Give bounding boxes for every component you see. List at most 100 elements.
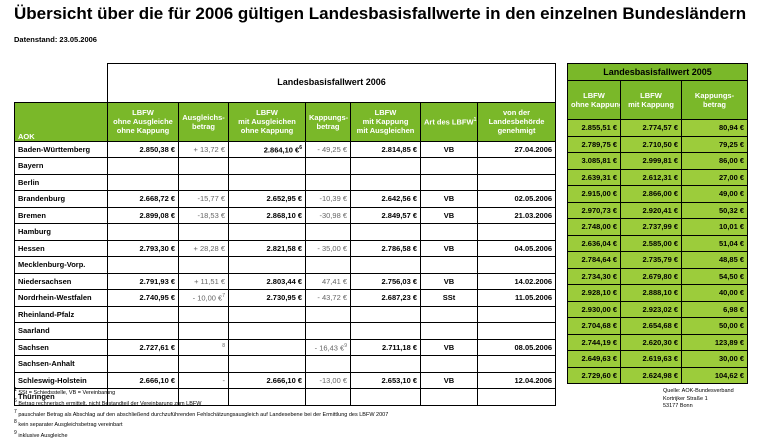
cell-text: 54,50 € (718, 271, 745, 281)
cell: 104,62 € (680, 366, 749, 384)
cell (107, 256, 179, 274)
data-row: 2.915,00 € 2.866,00 € 49,00 € (567, 185, 749, 203)
cell (228, 173, 306, 191)
cell-text: 2.740,95 € (139, 293, 175, 303)
header-line: mit Kappung (362, 117, 409, 126)
cell-text: 2.653,10 € (381, 375, 417, 385)
cell-text: 2.654,68 € (642, 321, 678, 331)
cell (178, 157, 229, 175)
header-line: mit Ausgleichen (238, 117, 296, 126)
cell-text: 2.923,02 € (642, 304, 678, 314)
cell-text: 2.850,38 € (139, 144, 175, 154)
cell (107, 173, 179, 191)
cell (228, 157, 306, 175)
header-line: von der (502, 108, 531, 117)
cell-text: 47,41 € (321, 276, 347, 286)
cell (178, 173, 229, 191)
cell-text: -13,00 € (319, 375, 347, 385)
header-line: mit Ausgleichen (356, 126, 415, 135)
cell-text: SSt (442, 293, 456, 303)
cell (305, 256, 351, 274)
cell: 11.05.2006 (476, 289, 557, 307)
cell: 2.850,38 € (107, 140, 179, 158)
cell: 2.999,81 € (620, 152, 682, 170)
cell-text: 2.624,98 € (642, 370, 678, 380)
footnote-text: kein separater Ausgleichsbetrag vereinba… (18, 422, 123, 429)
cell: VB (420, 140, 478, 158)
cell-text: 123,89 € (714, 337, 745, 347)
cell-text: 50,00 € (718, 321, 745, 331)
footnote-mark: 9 (344, 342, 347, 349)
cell-text: 2.793,30 € (139, 243, 175, 253)
cell-text: 21.03.2006 (514, 210, 553, 220)
header-row: LBFW ohne Kappung LBFW mit Kappung Kappungs-… (567, 80, 749, 120)
cell-text: 6,98 € (723, 304, 745, 314)
cell: 2.814,85 € (350, 140, 421, 158)
row-name: Saarland (14, 322, 108, 340)
header-line: Kappungs- (694, 91, 735, 100)
cell: 2.784,64 € (567, 251, 621, 269)
header-cell: Ausgleichs-betrag (178, 101, 229, 142)
cell-text: 27,00 € (718, 172, 745, 182)
cell-text: 2.679,80 € (642, 271, 678, 281)
cell (476, 322, 557, 340)
cell-text: 12.04.2006 (514, 375, 553, 385)
data-row: Baden-Württemberg 2.850,38 € + 13,72 €2.86… (14, 140, 557, 158)
header-cell: LBFW mit Kappung (620, 80, 682, 120)
cell: + 11,51 € (178, 272, 229, 290)
cell-text: 79,25 € (718, 139, 745, 149)
cell: SSt (420, 289, 478, 307)
cell-text: 2.748,00 € (581, 222, 617, 232)
header-cell: Kappungs-betrag (680, 80, 749, 120)
cell (305, 305, 351, 323)
header-line: genehmigt (497, 126, 536, 135)
cell (420, 305, 478, 323)
footnote-text: Betrag rechnerisch ermittelt, nicht Best… (18, 400, 202, 407)
data-row: Niedersachsen 2.791,93 € + 11,51 € 2.803,44… (14, 272, 557, 290)
cell-text: 49,00 € (718, 189, 745, 199)
cell-text: 2.789,75 € (581, 139, 617, 149)
footnote-text: pauschaler Betrag als Abschlag auf den a… (18, 411, 389, 418)
row-name: Brandenburg (14, 190, 108, 208)
cell-text: 86,00 € (718, 156, 745, 166)
cell: 08.05.2006 (476, 338, 557, 356)
cell (420, 173, 478, 191)
cell: 2.915,00 € (567, 185, 621, 203)
cell-text: 02.05.2006 (514, 194, 553, 204)
header-row: AOK LBFW ohne Ausgleiche ohne Kappung Ausgle… (14, 101, 557, 142)
cell: 2.734,30 € (567, 267, 621, 285)
cell (228, 355, 306, 373)
cell (350, 157, 421, 175)
cell-text: 2.888,10 € (642, 288, 678, 298)
cell: 2.652,95 € (228, 190, 306, 208)
header-line: betrag (316, 121, 340, 131)
cell: 2.737,99 € (620, 218, 682, 236)
cell-text: -18,53 € (197, 210, 225, 220)
cell-text: 2.920,41 € (642, 205, 678, 215)
cell-text: 2.666,10 € (139, 375, 175, 385)
cell: 79,25 € (680, 135, 749, 153)
cell: 54,50 € (680, 267, 749, 285)
data-row: Brandenburg 2.668,72 € -15,77 € 2.652,95 € -… (14, 190, 557, 208)
header-line: ohne Kappung (240, 126, 294, 135)
cell-text: 2.619,63 € (642, 354, 678, 364)
cell-text: 2.915,00 € (581, 189, 617, 199)
cell (350, 256, 421, 274)
cell: 2.619,63 € (620, 350, 682, 368)
cell: VB (420, 190, 478, 208)
cell (420, 322, 478, 340)
header-cell: LBFW ohne Kappung (567, 80, 621, 120)
cell-text: 2.710,50 € (642, 139, 678, 149)
cell (305, 223, 351, 241)
cell: 2.649,63 € (567, 350, 621, 368)
cell: 2.639,31 € (567, 168, 621, 186)
cell: 2.612,31 € (620, 168, 682, 186)
header-line: LBFW (374, 108, 397, 117)
cell: 2.585,00 € (620, 234, 682, 252)
cell-text: - 43,72 € (317, 293, 347, 303)
cell-text: 2.849,57 € (381, 210, 417, 220)
data-row: 2.636,04 € 2.585,00 € 51,04 € (567, 234, 749, 252)
cell (350, 305, 421, 323)
footnote: 6 Betrag rechnerisch ermittelt, nicht Be… (14, 397, 388, 408)
cell: 2.748,00 € (567, 218, 621, 236)
